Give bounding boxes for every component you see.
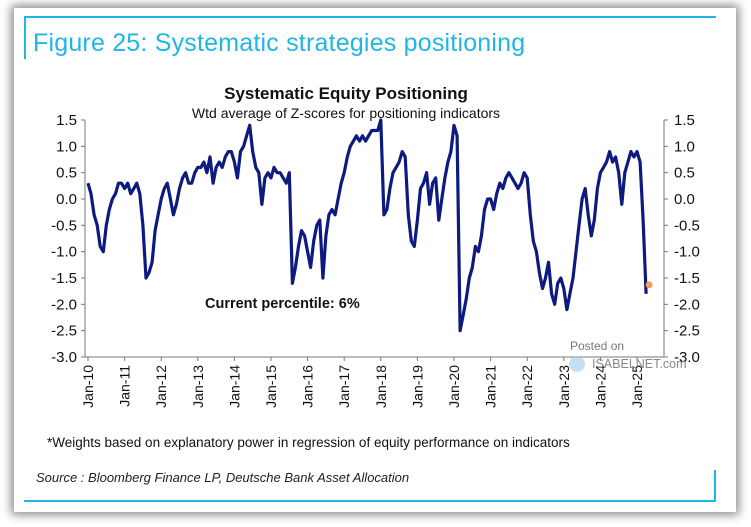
x-tick-label: Jan-11 bbox=[117, 365, 133, 407]
footnote: *Weights based on explanatory power in r… bbox=[47, 435, 570, 450]
y-tick-label-left: 0.5 bbox=[56, 165, 77, 182]
y-tick-label-right: -1.5 bbox=[674, 270, 700, 287]
current-value-marker bbox=[645, 281, 653, 289]
y-tick-label-left: 0.0 bbox=[56, 191, 77, 208]
chart-subtitle: Wtd average of Z-scores for positioning … bbox=[192, 105, 500, 121]
x-tick-label: Jan-13 bbox=[190, 365, 206, 408]
x-tick-label: Jan-25 bbox=[629, 365, 645, 408]
y-tick-label-right: 1.0 bbox=[674, 138, 695, 155]
top-accent-line bbox=[24, 16, 716, 18]
watermark-posted-on: Posted on bbox=[570, 339, 624, 353]
y-tick-label-left: -2.5 bbox=[51, 323, 77, 340]
x-tick-label: Jan-17 bbox=[336, 365, 352, 408]
y-tick-label-left: -0.5 bbox=[51, 217, 77, 234]
y-tick-label-right: 0.5 bbox=[674, 165, 695, 182]
x-tick-label: Jan-19 bbox=[409, 365, 425, 408]
x-tick-label: Jan-22 bbox=[519, 365, 535, 408]
x-tick-label: Jan-15 bbox=[263, 365, 279, 408]
y-tick-label-left: -1.0 bbox=[51, 244, 77, 261]
right-accent-line bbox=[714, 470, 716, 502]
x-tick-label: Jan-16 bbox=[300, 365, 316, 408]
y-tick-label-right: 1.5 bbox=[674, 112, 695, 129]
positioning-series-line bbox=[86, 118, 648, 333]
current-percentile-annotation: Current percentile: 6% bbox=[205, 296, 360, 312]
y-tick-label-right: 0.0 bbox=[674, 191, 695, 208]
y-tick-label-left: 1.5 bbox=[56, 112, 77, 129]
y-tick-label-left: 1.0 bbox=[56, 138, 77, 155]
x-tick-label: Jan-23 bbox=[556, 365, 572, 408]
x-tick-label: Jan-24 bbox=[592, 365, 608, 408]
y-tick-label-right: -2.0 bbox=[674, 296, 700, 313]
left-accent-line bbox=[24, 16, 26, 59]
x-tick-label: Jan-21 bbox=[483, 365, 499, 408]
chart-title: Systematic Equity Positioning bbox=[224, 84, 468, 103]
x-tick-label: Jan-12 bbox=[153, 365, 169, 408]
watermark-site: ISABELNET.com bbox=[592, 357, 686, 371]
y-tick-label-left: -3.0 bbox=[51, 349, 77, 366]
x-tick-label: Jan-18 bbox=[373, 365, 389, 408]
y-tick-label-left: -1.5 bbox=[51, 270, 77, 287]
figure-card bbox=[14, 8, 736, 512]
x-tick-label: Jan-20 bbox=[446, 365, 462, 408]
source-note: Source : Bloomberg Finance LP, Deutsche … bbox=[36, 470, 410, 485]
x-tick-label: Jan-14 bbox=[226, 365, 242, 408]
y-tick-label-left: -2.0 bbox=[51, 296, 77, 313]
y-tick-label-right: -2.5 bbox=[674, 323, 700, 340]
watermark-logo-icon bbox=[569, 356, 585, 372]
bottom-accent-line bbox=[24, 500, 716, 502]
figure-title: Figure 25: Systematic strategies positio… bbox=[33, 29, 526, 57]
y-tick-label-right: -3.0 bbox=[674, 349, 700, 366]
y-tick-label-right: -0.5 bbox=[674, 217, 700, 234]
x-tick-label: Jan-10 bbox=[80, 365, 96, 408]
y-tick-label-right: -1.0 bbox=[674, 244, 700, 261]
